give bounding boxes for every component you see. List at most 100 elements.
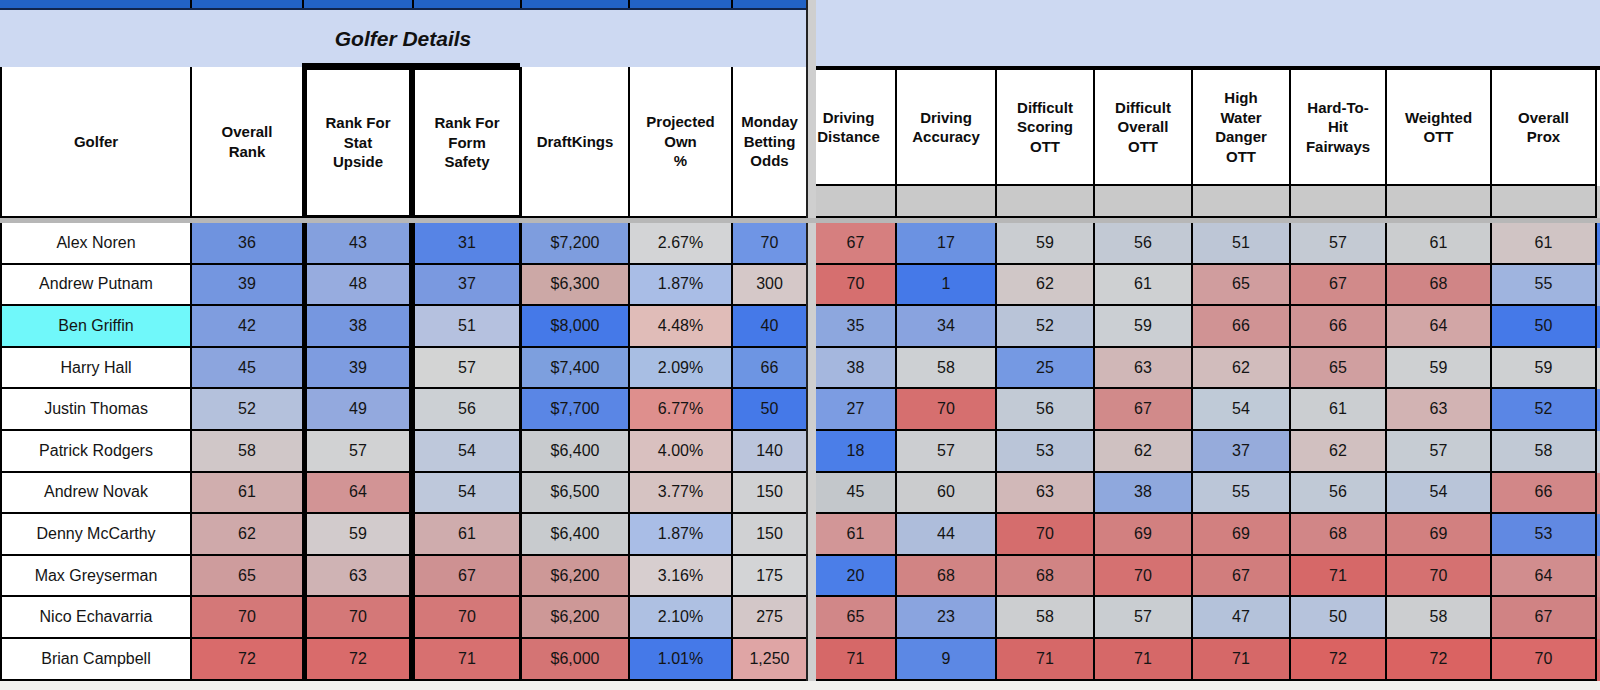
stat-cell[interactable]: 70 [733, 223, 808, 265]
stat-cell[interactable]: 71 [997, 639, 1095, 681]
stat-cell[interactable]: 59 [304, 514, 412, 556]
stat-cell[interactable]: 69 [1193, 514, 1291, 556]
stat-cell[interactable]: 17 [897, 223, 997, 265]
empty-cell[interactable] [1291, 186, 1387, 218]
stat-cell[interactable]: 43 [304, 223, 412, 265]
stat-cell[interactable]: 1 [897, 265, 997, 307]
column-header-cell[interactable]: Projected Own % [630, 67, 733, 218]
stat-cell[interactable]: 59 [1095, 306, 1193, 348]
empty-cell[interactable] [1193, 186, 1291, 218]
stat-cell[interactable]: 45 [192, 348, 304, 390]
stat-cell[interactable]: $6,500 [522, 473, 630, 515]
column-header-cell[interactable]: Monday Betting Odds [733, 67, 808, 218]
stat-cell[interactable]: 58 [1492, 431, 1597, 473]
stat-cell[interactable]: 67 [1492, 597, 1597, 639]
stat-cell[interactable]: 61 [412, 514, 522, 556]
stat-cell[interactable]: 59 [1387, 348, 1492, 390]
stat-cell[interactable]: $6,000 [522, 639, 630, 681]
golfer-name-cell[interactable]: Denny McCarthy [2, 514, 192, 556]
stat-cell[interactable]: 71 [1193, 639, 1291, 681]
column-header-cell[interactable]: Golfer [2, 67, 192, 218]
stat-cell[interactable]: 70 [816, 265, 897, 307]
stat-cell[interactable]: 150 [733, 514, 808, 556]
stat-cell[interactable]: 70 [304, 597, 412, 639]
column-header-cell[interactable]: Hard-To- Hit Fairways [1291, 70, 1387, 186]
stat-cell[interactable]: 70 [412, 597, 522, 639]
stat-cell[interactable]: 65 [192, 556, 304, 598]
golfer-name-cell[interactable]: Andrew Putnam [2, 265, 192, 307]
golfer-name-cell[interactable]: Patrick Rodgers [2, 431, 192, 473]
stat-cell[interactable]: 68 [1291, 514, 1387, 556]
stat-cell[interactable]: 38 [1095, 473, 1193, 515]
golfer-name-cell[interactable]: Andrew Novak [2, 473, 192, 515]
stat-cell[interactable]: $7,700 [522, 389, 630, 431]
stat-cell[interactable]: $6,200 [522, 556, 630, 598]
stat-cell[interactable]: 52 [997, 306, 1095, 348]
stat-cell[interactable]: 42 [192, 306, 304, 348]
stat-cell[interactable]: 63 [304, 556, 412, 598]
stat-cell[interactable]: 20 [816, 556, 897, 598]
stat-cell[interactable]: 70 [1095, 556, 1193, 598]
stat-cell[interactable]: 70 [1387, 556, 1492, 598]
stat-cell[interactable]: 51 [1193, 223, 1291, 265]
stat-cell[interactable]: 57 [897, 431, 997, 473]
stat-cell[interactable]: 38 [304, 306, 412, 348]
stat-cell[interactable]: 56 [997, 389, 1095, 431]
frozen-row-divider[interactable] [0, 218, 1600, 223]
stat-cell[interactable]: 72 [1291, 639, 1387, 681]
column-header-cell[interactable]: Overall Rank [192, 67, 304, 218]
stat-cell[interactable]: 57 [304, 431, 412, 473]
stat-cell[interactable]: 60 [897, 473, 997, 515]
stat-cell[interactable]: 66 [1492, 473, 1597, 515]
stat-cell[interactable]: 275 [733, 597, 808, 639]
stat-cell[interactable]: 50 [1291, 597, 1387, 639]
stat-cell[interactable]: 63 [1095, 348, 1193, 390]
stat-cell[interactable]: 70 [997, 514, 1095, 556]
stat-cell[interactable]: 35 [816, 306, 897, 348]
stat-cell[interactable]: 58 [192, 431, 304, 473]
column-header-cell[interactable]: High Water Danger OTT [1193, 70, 1291, 186]
stat-cell[interactable]: 63 [997, 473, 1095, 515]
stat-cell[interactable]: 72 [192, 639, 304, 681]
stat-cell[interactable]: 1.87% [630, 265, 733, 307]
stat-cell[interactable]: 59 [1492, 348, 1597, 390]
stat-cell[interactable]: 68 [897, 556, 997, 598]
stat-cell[interactable]: 69 [1095, 514, 1193, 556]
stat-cell[interactable]: $6,300 [522, 265, 630, 307]
empty-cell[interactable] [1387, 186, 1492, 218]
stat-cell[interactable]: 65 [1291, 348, 1387, 390]
stat-cell[interactable]: 49 [304, 389, 412, 431]
stat-cell[interactable]: 72 [1387, 639, 1492, 681]
stat-cell[interactable]: 9 [897, 639, 997, 681]
stat-cell[interactable]: 51 [412, 306, 522, 348]
column-header-cell[interactable]: Driving Accuracy [897, 70, 997, 186]
golfer-name-cell[interactable]: Ben Griffin [2, 306, 192, 348]
stat-cell[interactable]: 66 [733, 348, 808, 390]
stat-cell[interactable]: 1,250 [733, 639, 808, 681]
column-header-cell[interactable]: Driving Distance [816, 70, 897, 186]
stat-cell[interactable]: 61 [1291, 389, 1387, 431]
column-header-cell[interactable]: Rank For Form Safety [412, 67, 522, 218]
stat-cell[interactable]: 40 [733, 306, 808, 348]
stat-cell[interactable]: 23 [897, 597, 997, 639]
stat-cell[interactable]: 65 [1193, 265, 1291, 307]
stat-cell[interactable]: 39 [304, 348, 412, 390]
stat-cell[interactable]: 3.77% [630, 473, 733, 515]
stat-cell[interactable]: 50 [733, 389, 808, 431]
stat-cell[interactable]: 1.87% [630, 514, 733, 556]
stat-cell[interactable]: 57 [1095, 597, 1193, 639]
stat-cell[interactable]: 62 [997, 265, 1095, 307]
stat-cell[interactable]: 38 [816, 348, 897, 390]
golfer-details-banner-cell[interactable]: Golfer Details [0, 10, 806, 69]
empty-cell[interactable] [1492, 186, 1597, 218]
column-header-cell[interactable]: Difficult Overall OTT [1095, 70, 1193, 186]
stat-cell[interactable]: 67 [816, 223, 897, 265]
stat-cell[interactable]: 68 [997, 556, 1095, 598]
stat-cell[interactable]: 57 [1291, 223, 1387, 265]
stat-cell[interactable]: 55 [1492, 265, 1597, 307]
stat-cell[interactable]: 69 [1387, 514, 1492, 556]
stat-cell[interactable]: 54 [412, 431, 522, 473]
stat-cell[interactable]: 52 [192, 389, 304, 431]
stat-cell[interactable]: 67 [412, 556, 522, 598]
stat-cell[interactable]: 52 [1492, 389, 1597, 431]
